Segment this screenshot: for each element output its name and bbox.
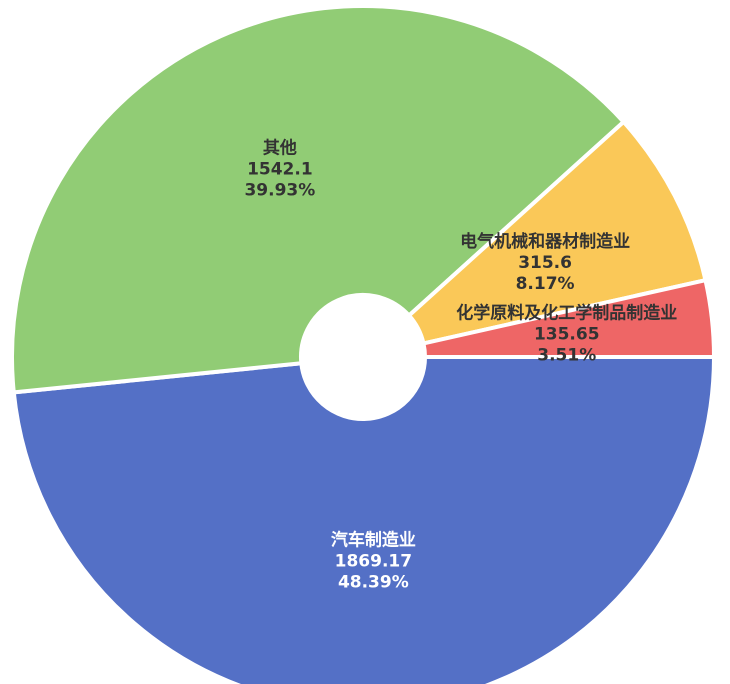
pie-slice [11,355,716,684]
slice-label-value: 315.6 [518,253,572,273]
slice-label-percent: 48.39% [338,573,409,593]
slice-label-percent: 39.93% [244,181,315,201]
slice-label-value: 1869.17 [335,552,412,572]
slice-label-name: 汽车制造业 [331,530,416,551]
slice-label-percent: 8.17% [516,274,575,294]
slice-label-percent: 3.51% [537,345,596,365]
slice-label-name: 电气机械和器材制造业 [460,231,630,252]
slice-label-value: 1542.1 [247,160,313,180]
pie-slice [10,4,626,395]
pie-slice [407,119,708,346]
slice-label-name: 其他 [263,138,297,159]
slice-label-value: 135.65 [534,324,600,344]
pie-slice [421,278,716,359]
slice-label-name: 化学原料及化工学制品制造业 [456,302,677,323]
